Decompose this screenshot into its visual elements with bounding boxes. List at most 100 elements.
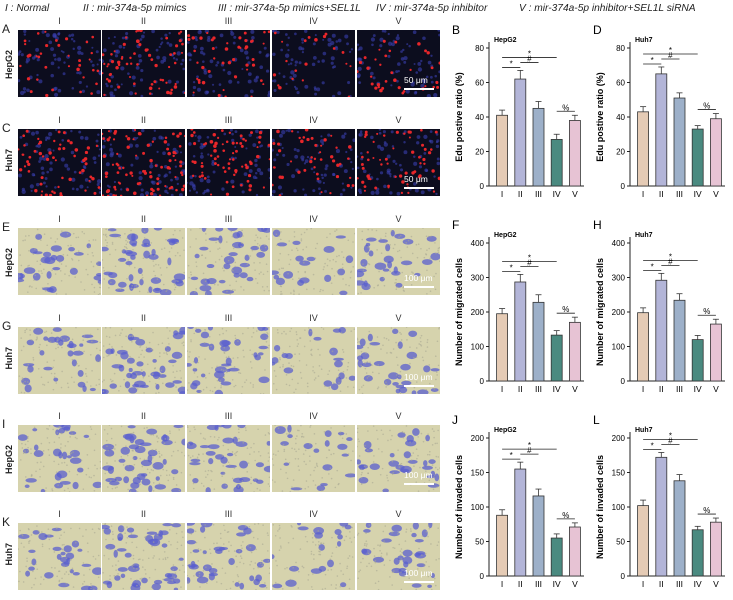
micrograph-texture [187,425,270,492]
bar [710,323,722,382]
sig-bracket-i-iv-mark: * [669,252,672,261]
micrograph-texture [18,327,101,394]
scale-bar-label: 100 μm [404,273,433,283]
micrograph-texture [102,129,185,196]
y-tick-label: 400 [471,239,485,248]
scale-bar-line [404,581,434,583]
x-tick-label: II [659,189,664,199]
bar-chart-j: J HepG2 0 50 100 150 200 Number of invaded cell… [452,413,584,589]
bar [637,505,649,577]
transwell-stain-image [102,523,185,590]
scale-bar: 100 μm [404,273,434,288]
transwell-stain-image [187,523,270,590]
micrograph-texture [357,228,440,295]
x-tick-label: IV [694,384,702,394]
y-tick-label: 150 [471,469,485,478]
y-axis-label: Edu postive ratio (%) [454,72,464,162]
scale-bar: 100 μm [404,470,434,485]
panel-label-i: I [2,417,6,431]
y-tick-label: 400 [612,239,626,248]
chart-title: HepG2 [494,232,517,239]
panel-label: B [452,23,460,37]
micrograph-texture [102,30,185,97]
y-tick-label: 100 [471,503,485,512]
y-axis-label: Number of invaded cells [595,455,605,559]
x-tick-label: IV [553,579,561,589]
micrograph-texture [272,425,355,492]
bar [691,128,704,187]
micrograph-texture [102,228,185,295]
y-tick-label: 60 [616,79,625,88]
scale-bar-label: 50 μm [404,75,428,85]
x-tick-label: V [713,384,719,394]
transwell-stain-image [187,228,270,295]
bar [637,111,649,187]
y-tick-label: 200 [471,308,485,317]
sig-bracket-ii-iii-mark: # [668,51,673,60]
y-axis-label: Number of migrated cells [595,258,605,366]
panel-label: J [452,413,458,427]
sig-bracket-i-ii-mark: * [510,451,513,460]
x-tick-label: V [572,384,578,394]
edu-fluorescence-image [357,30,440,97]
x-tick-label: II [518,189,523,199]
edu-fluorescence-image [102,30,185,97]
y-tick-label: 300 [471,274,485,283]
bar [673,480,686,577]
bar-chart-l: L Huh7 0 50 100 150 200 Number of invaded cells… [593,413,725,589]
x-tick-label: V [572,189,578,199]
bar [569,120,581,187]
x-tick-label: III [535,189,542,199]
group-label: II [140,16,146,26]
bar [673,299,686,382]
group-label: IV [309,214,318,224]
group-legend: I : Normal II : mir-374a-5p mimics III :… [0,3,733,17]
y-tick-label: 0 [480,182,485,191]
sig-bracket-i-ii-mark: * [651,262,654,271]
chart-title: Huh7 [635,232,653,239]
bar [655,456,668,577]
micrograph-texture [357,129,440,196]
group-label: V [395,411,402,421]
panel-label-g: G [2,319,12,333]
x-tick-label: I [642,384,644,394]
sig-bracket-iv-v-mark: % [703,506,710,515]
group-label: V [395,16,402,26]
group-label: V [395,214,402,224]
bar [514,281,527,382]
bar [710,118,722,187]
y-tick-label: 20 [616,148,625,157]
panel-label-e: E [2,220,11,234]
panel-label: L [593,413,600,427]
bar [496,313,508,382]
legend-item-4: IV : mir-374a-5p inhibitor [376,3,488,14]
x-tick-label: III [676,189,683,199]
sig-bracket-i-iv-mark: * [528,441,531,450]
scale-bar-line [404,483,434,485]
group-label: II [140,411,146,421]
bar [655,279,668,382]
scale-bar: 100 μm [404,372,434,387]
bar [655,73,668,187]
y-tick-label: 100 [471,343,485,352]
sig-bracket-i-ii-mark: * [651,56,654,65]
group-label: III [224,411,233,421]
bar [673,97,686,187]
x-tick-label: IV [553,189,561,199]
transwell-stain-image [272,228,355,295]
panel-label-k: K [2,515,11,529]
micrograph-texture [272,228,355,295]
edu-fluorescence-image [272,30,355,97]
group-label: III [224,115,233,125]
scale-bar-line [404,286,434,288]
transwell-stain-image [357,228,440,295]
group-label: IV [309,509,318,519]
bar [496,514,508,577]
scale-bar-label: 50 μm [404,174,428,184]
y-tick-label: 100 [612,343,626,352]
x-tick-label: III [535,579,542,589]
micrograph-texture [187,30,270,97]
edu-fluorescence-image [18,30,101,97]
x-tick-label: II [659,579,664,589]
